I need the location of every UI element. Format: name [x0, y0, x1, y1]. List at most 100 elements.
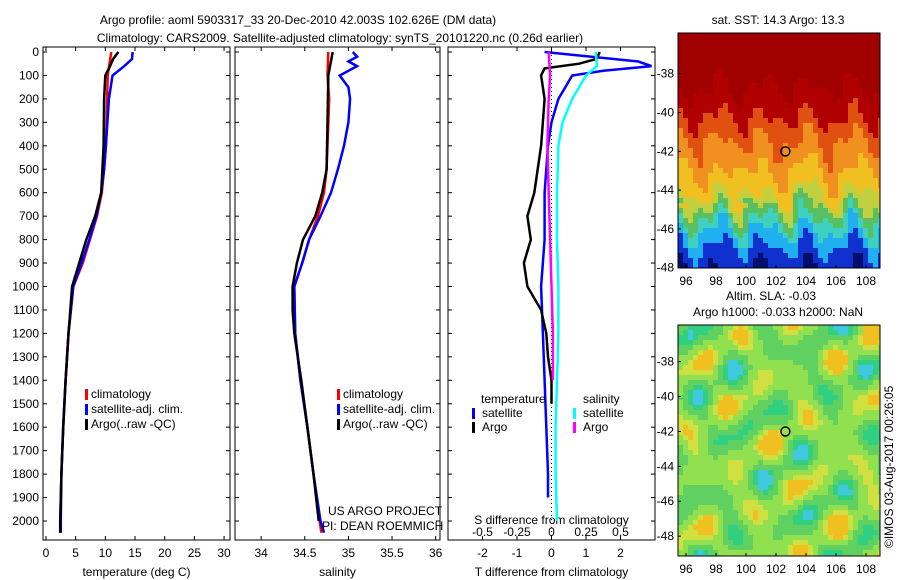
- map-cell: [678, 515, 683, 520]
- map-cell: [763, 33, 768, 38]
- map-cell: [733, 218, 738, 223]
- map-cell: [698, 545, 703, 550]
- map-cell: [753, 335, 758, 340]
- map-cell: [753, 530, 758, 535]
- map-cell: [748, 98, 753, 103]
- map-cell: [868, 410, 873, 415]
- map-cell: [678, 253, 683, 258]
- map-cell: [778, 178, 783, 183]
- map-cell: [703, 515, 708, 520]
- map-cell: [693, 258, 698, 263]
- map-cell: [823, 550, 828, 555]
- map-cell: [813, 263, 818, 268]
- lon-tick-label: 98: [709, 274, 723, 288]
- map-cell: [838, 380, 843, 385]
- map-cell: [808, 335, 813, 340]
- map-cell: [768, 93, 773, 98]
- map-cell: [723, 330, 728, 335]
- map-cell: [853, 410, 858, 415]
- map-cell: [763, 38, 768, 43]
- map-cell: [793, 233, 798, 238]
- map-cell: [788, 68, 793, 73]
- map-cell: [833, 375, 838, 380]
- map-cell: [713, 68, 718, 73]
- map-cell: [743, 360, 748, 365]
- map-cell: [798, 113, 803, 118]
- map-cell: [728, 490, 733, 495]
- map-cell: [713, 510, 718, 515]
- map-cell: [788, 515, 793, 520]
- map-cell: [848, 380, 853, 385]
- map-cell: [743, 405, 748, 410]
- map-cell: [758, 465, 763, 470]
- map-cell: [768, 530, 773, 535]
- map-cell: [853, 500, 858, 505]
- map-cell: [678, 143, 683, 148]
- map-cell: [793, 258, 798, 263]
- map-cell: [878, 153, 880, 158]
- map-cell: [783, 53, 788, 58]
- map-cell: [683, 330, 688, 335]
- lat-tick-label: -38: [657, 355, 675, 369]
- map-cell: [793, 178, 798, 183]
- map-cell: [728, 208, 733, 213]
- map-cell: [853, 360, 858, 365]
- map-cell: [723, 355, 728, 360]
- map-cell: [868, 505, 873, 510]
- map-cell: [743, 158, 748, 163]
- map-cell: [698, 63, 703, 68]
- map-cell: [798, 128, 803, 133]
- map-cell: [708, 73, 713, 78]
- map-cell: [748, 133, 753, 138]
- map-cell: [773, 375, 778, 380]
- map-cell: [788, 48, 793, 53]
- map-cell: [833, 98, 838, 103]
- map-cell: [833, 138, 838, 143]
- map-cell: [778, 525, 783, 530]
- map-cell: [723, 410, 728, 415]
- map-cell: [783, 450, 788, 455]
- map-cell: [798, 450, 803, 455]
- map-cell: [833, 203, 838, 208]
- map-cell: [758, 103, 763, 108]
- map-cell: [798, 203, 803, 208]
- map-cell: [838, 53, 843, 58]
- map-cell: [803, 350, 808, 355]
- map-cell: [703, 258, 708, 263]
- y-tick-label: 0: [32, 45, 39, 59]
- map-cell: [678, 93, 683, 98]
- map-cell: [703, 228, 708, 233]
- map-cell: [878, 430, 880, 435]
- map-cell: [808, 243, 813, 248]
- map-cell: [773, 440, 778, 445]
- map-cell: [693, 38, 698, 43]
- map-cell: [718, 143, 723, 148]
- map-cell: [833, 103, 838, 108]
- map-cell: [828, 63, 833, 68]
- map-cell: [793, 360, 798, 365]
- map-cell: [738, 425, 743, 430]
- map-cell: [803, 148, 808, 153]
- map-cell: [868, 213, 873, 218]
- map-cell: [843, 63, 848, 68]
- map-cell: [863, 390, 868, 395]
- map-cell: [723, 390, 728, 395]
- map-cell: [803, 68, 808, 73]
- map-cell: [753, 475, 758, 480]
- map-cell: [778, 470, 783, 475]
- map-cell: [783, 485, 788, 490]
- map-cell: [718, 545, 723, 550]
- map-cell: [783, 440, 788, 445]
- map-cell: [853, 188, 858, 193]
- map-cell: [708, 208, 713, 213]
- map-cell: [778, 183, 783, 188]
- map-cell: [718, 550, 723, 555]
- map-cell: [728, 93, 733, 98]
- map-cell: [748, 375, 753, 380]
- map-cell: [868, 38, 873, 43]
- map-cell: [733, 73, 738, 78]
- map-cell: [783, 400, 788, 405]
- map-cell: [878, 385, 880, 390]
- map-cell: [768, 213, 773, 218]
- map-cell: [723, 218, 728, 223]
